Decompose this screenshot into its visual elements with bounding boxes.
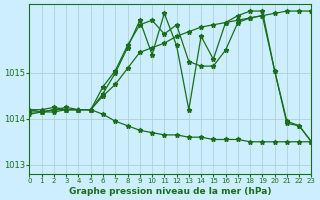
X-axis label: Graphe pression niveau de la mer (hPa): Graphe pression niveau de la mer (hPa) xyxy=(69,187,272,196)
